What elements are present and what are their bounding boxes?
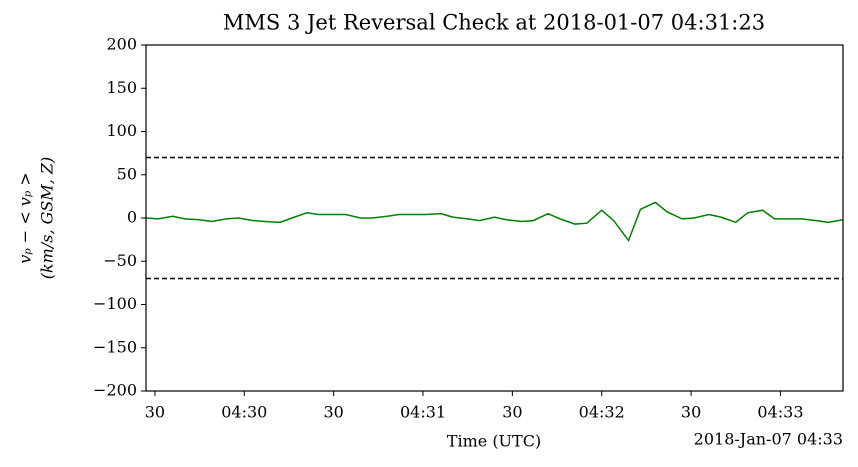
- x-tick-label: 04:32: [579, 403, 625, 422]
- y-tick-label: 100: [106, 121, 137, 140]
- x-tick-label: 30: [145, 403, 165, 422]
- y-tick-label: −150: [93, 337, 137, 356]
- y-tick-label: 50: [117, 164, 137, 183]
- x-tick-label: 04:31: [400, 403, 446, 422]
- x-tick-label: 30: [502, 403, 522, 422]
- y-tick-label: −200: [93, 381, 137, 400]
- y-axis-label: (km/s, GSM, Z): [38, 157, 57, 280]
- chart-title: MMS 3 Jet Reversal Check at 2018-01-07 0…: [223, 11, 765, 35]
- x-axis-label: Time (UTC): [447, 432, 541, 451]
- x-tick-label: 04:30: [221, 403, 267, 422]
- y-tick-label: 150: [106, 78, 137, 97]
- y-tick-label: −50: [103, 251, 137, 270]
- x-tick-label: 04:33: [757, 403, 803, 422]
- x-tick-label: 30: [323, 403, 343, 422]
- y-tick-label: −100: [93, 294, 137, 313]
- y-tick-label: 200: [106, 35, 137, 54]
- y-axis-label: vₚ − < vₚ >: [16, 172, 35, 263]
- y-tick-label: 0: [127, 208, 137, 227]
- x-tick-label: 30: [681, 403, 701, 422]
- plot-frame: [145, 44, 844, 392]
- x-offset-label: 2018-Jan-07 04:33: [694, 430, 843, 449]
- data-line: [145, 201, 844, 243]
